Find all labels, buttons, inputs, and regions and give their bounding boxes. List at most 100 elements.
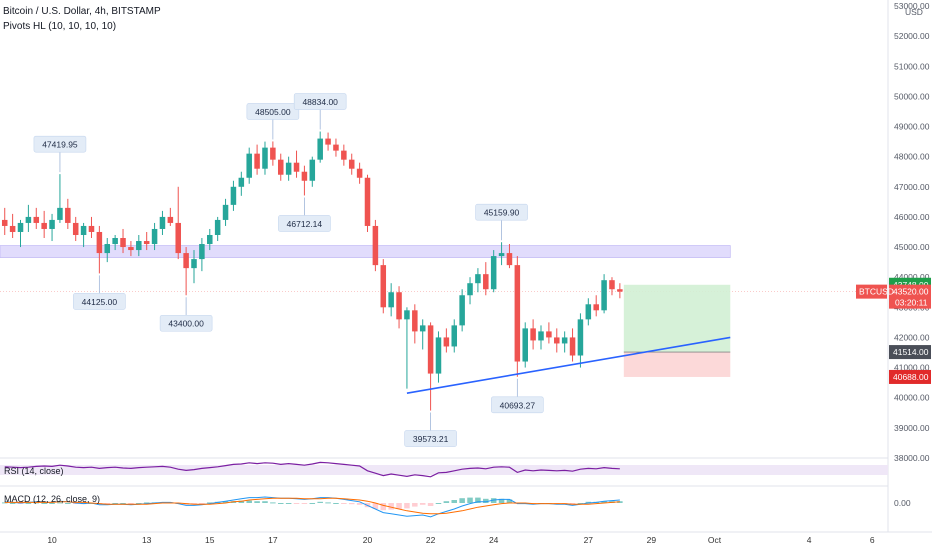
price-tick-label: 40000.00 xyxy=(894,393,930,403)
candle-body xyxy=(151,228,158,245)
candle-body xyxy=(506,253,513,266)
macd-histogram-bar xyxy=(498,498,505,503)
pivot-box xyxy=(404,430,457,447)
trendline-tag: 41514.00 xyxy=(893,347,929,357)
candle-body xyxy=(293,162,300,172)
macd-histogram-bar xyxy=(459,498,465,503)
candle-body xyxy=(175,222,181,254)
macd-histogram-bar xyxy=(41,503,47,504)
candle-body xyxy=(396,292,402,320)
candle-body xyxy=(25,216,32,223)
candle-body xyxy=(325,138,331,145)
time-tick-label: 10 xyxy=(47,535,57,545)
macd-histogram-bar xyxy=(419,503,426,505)
price-tick-label: 53000.00 xyxy=(894,1,930,11)
macd-histogram-bar xyxy=(199,503,205,504)
pivot-box xyxy=(475,203,528,221)
macd-histogram-bar xyxy=(254,501,260,503)
macd-histogram-bar xyxy=(467,497,473,503)
trend-line xyxy=(406,336,731,394)
macd-histogram-bar xyxy=(388,503,394,510)
price-tick-label: 47000.00 xyxy=(894,182,930,192)
candle-body xyxy=(41,222,47,229)
candle-body xyxy=(254,153,260,169)
macd-histogram-bar xyxy=(451,500,458,503)
candle-body xyxy=(538,331,544,341)
profit-zone xyxy=(623,284,731,353)
pivot-label: 45159.90 xyxy=(484,208,520,218)
macd-histogram-bar xyxy=(317,501,323,503)
candle-body xyxy=(451,325,458,347)
rsi-label[interactable]: RSI (14, close) xyxy=(4,466,64,476)
macd-histogram-bar xyxy=(120,503,126,504)
candle-body xyxy=(17,222,24,232)
candle-body xyxy=(159,216,166,229)
candle-body xyxy=(593,304,599,311)
candle-body xyxy=(9,225,16,232)
macd-histogram-bar xyxy=(585,501,592,503)
time-tick-label: 24 xyxy=(489,535,499,545)
candle-body xyxy=(459,295,465,326)
macd-histogram-bar xyxy=(412,503,418,507)
pivot-box xyxy=(159,314,213,332)
macd-label[interactable]: MACD (12, 26, close, 9) xyxy=(4,494,101,504)
candle-body xyxy=(1,219,8,226)
candle-body xyxy=(356,168,363,178)
rsi-band xyxy=(0,465,888,475)
candle-body xyxy=(601,280,607,311)
candle-body xyxy=(191,259,197,269)
macd-histogram-bar xyxy=(293,503,300,504)
macd-histogram-bar xyxy=(57,502,63,504)
price-tick-label: 51000.00 xyxy=(894,61,930,71)
signal-line xyxy=(4,497,620,515)
indicator-label[interactable]: Pivots HL (10, 10, 10, 10) xyxy=(3,21,117,32)
candle-body xyxy=(270,147,276,160)
macd-histogram-bar xyxy=(380,503,387,511)
macd-histogram-bar xyxy=(191,503,197,505)
candle-body xyxy=(128,247,134,251)
symbol-tag-bg xyxy=(856,284,887,299)
candle-body xyxy=(262,147,268,169)
candle-body xyxy=(341,150,347,160)
macd-histogram-bar xyxy=(301,503,308,504)
macd-histogram-bar xyxy=(483,498,489,503)
time-tick-label: 29 xyxy=(647,535,657,545)
candle-body xyxy=(57,207,63,220)
candle-body xyxy=(301,171,308,181)
time-tick-label: 15 xyxy=(205,535,215,545)
candle-body xyxy=(475,274,481,284)
countdown-tag: 03:20:11 xyxy=(895,298,928,308)
pivot-label: 44125.00 xyxy=(82,297,118,307)
candle-body xyxy=(317,138,323,160)
candle-body xyxy=(609,280,615,290)
candle-body xyxy=(498,253,505,257)
candle-body xyxy=(96,231,103,254)
candle-body xyxy=(136,241,142,251)
price-tick-label: 41000.00 xyxy=(894,363,930,373)
candle-body xyxy=(104,244,111,254)
candle-body xyxy=(577,319,584,356)
candle-body xyxy=(585,304,592,320)
macd-histogram-bar xyxy=(356,503,363,505)
pivot-label: 46712.14 xyxy=(287,219,323,229)
time-tick-label: 27 xyxy=(584,535,594,545)
trendline-tag-bg xyxy=(889,345,931,360)
time-tick-label: 4 xyxy=(807,535,812,545)
macd-histogram-bar xyxy=(506,499,513,503)
pivot-box xyxy=(33,135,87,153)
rsi-line xyxy=(4,461,620,478)
macd-histogram-bar xyxy=(246,500,252,503)
macd-histogram-bar xyxy=(285,503,292,504)
time-tick-label: 6 xyxy=(870,535,875,545)
candle-body xyxy=(483,274,489,290)
candle-body xyxy=(33,216,40,223)
macd-histogram-bar xyxy=(136,503,142,504)
time-tick-label: 13 xyxy=(142,535,152,545)
candle-body xyxy=(617,289,623,292)
candle-body xyxy=(222,204,229,220)
candle-body xyxy=(207,234,213,245)
pivot-label: 48834.00 xyxy=(302,97,338,107)
macd-histogram-bar xyxy=(427,503,434,506)
